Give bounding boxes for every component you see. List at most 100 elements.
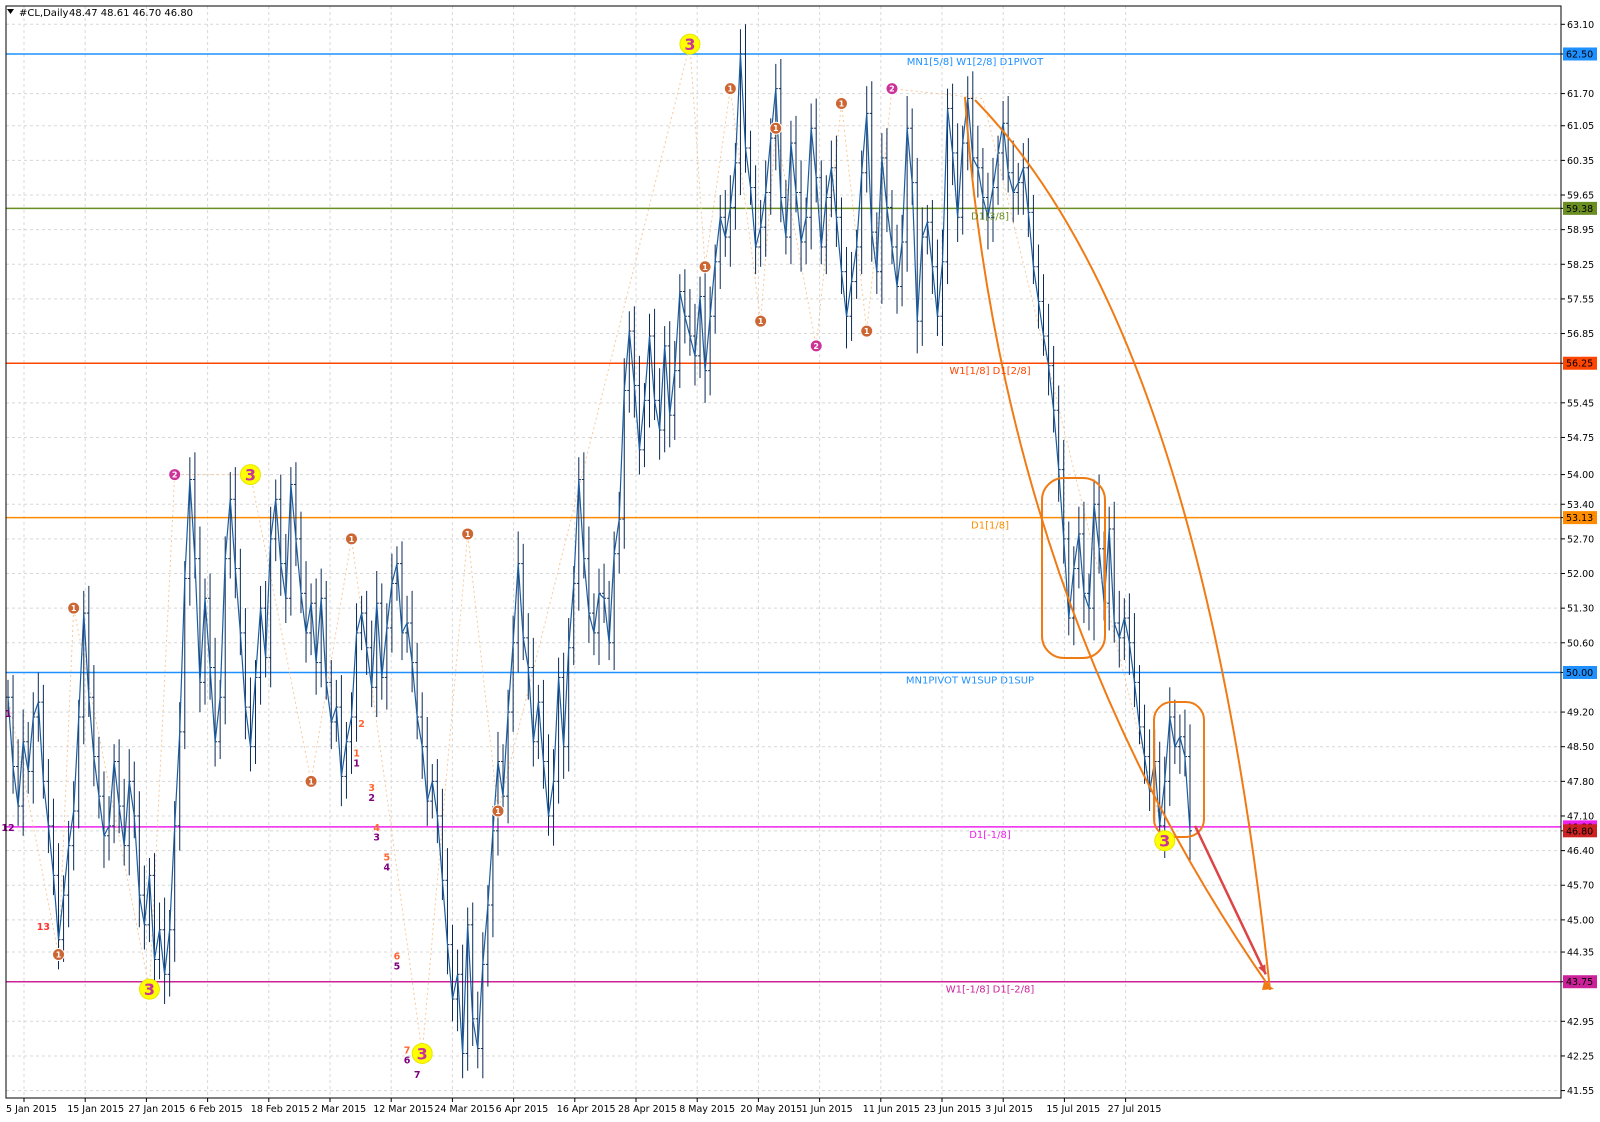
wave-marker (679, 33, 701, 55)
price-tag (1563, 356, 1597, 370)
wave-marker-label: 1 (773, 124, 779, 133)
x-tick-label: 12 Mar 2015 (373, 1104, 433, 1115)
count-label: 1 (5, 709, 12, 720)
ohlc-label: 48.47 48.61 46.70 46.80 (69, 8, 193, 19)
level-lines (6, 53, 1561, 983)
x-tick-label: 20 May 2015 (740, 1104, 802, 1115)
wave-marker (860, 324, 874, 338)
wave-marker-label: 3 (684, 35, 695, 54)
consolidation-box[interactable] (1153, 701, 1205, 838)
price-tag-label: 56.25 (1566, 359, 1593, 370)
price-tag-label: 43.75 (1566, 977, 1593, 988)
wave-marker-label: 3 (1159, 832, 1170, 851)
y-tick-label: 45.00 (1567, 915, 1594, 926)
close-line (7, 53, 1191, 1054)
consolidation-box[interactable] (1041, 477, 1106, 659)
count-label: 2 (368, 793, 375, 804)
y-tick-label: 50.60 (1567, 638, 1594, 649)
y-tick-label: 60.35 (1567, 156, 1594, 167)
level-label: W1[-1/8] D1[-2/8] (946, 985, 1035, 996)
wave-marker-label: 1 (465, 530, 471, 539)
axis-frame (5, 5, 1562, 1099)
zigzag-line (7, 43, 1166, 1054)
wave-marker (834, 96, 848, 110)
price-tag (1563, 975, 1597, 989)
y-tick-label: 44.35 (1567, 948, 1594, 959)
count-label: 1 (353, 758, 360, 769)
price-tag-label: 62.50 (1566, 49, 1593, 60)
y-tick-label: 58.25 (1567, 260, 1594, 271)
wave-marker (461, 527, 475, 541)
x-tick-label: 8 May 2015 (679, 1104, 735, 1115)
wave-marker (754, 314, 768, 328)
x-tick-label: 24 Mar 2015 (434, 1104, 494, 1115)
count-label: 6 (394, 951, 401, 962)
forecast-arrowhead (1258, 964, 1266, 975)
y-tick-label: 58.95 (1567, 225, 1594, 236)
drawing-objects[interactable] (964, 96, 1274, 991)
x-tick-label: 23 Jun 2015 (924, 1104, 981, 1115)
price-tag (1563, 511, 1597, 525)
wave-marker (344, 532, 358, 546)
wave-marker (491, 804, 505, 818)
level-label: D1[1/8] (971, 521, 1009, 532)
wave-marker (411, 1042, 433, 1064)
x-tick-label: 18 Feb 2015 (251, 1104, 310, 1115)
y-tick-label: 48.50 (1567, 742, 1594, 753)
x-tick-label: 11 Jun 2015 (863, 1104, 920, 1115)
count-label: 13 (37, 922, 50, 933)
level-label: MN1PIVOT W1SUP D1SUP (906, 675, 1034, 686)
x-tick-label: 5 Jan 2015 (6, 1104, 57, 1115)
y-tick-label: 52.00 (1567, 569, 1594, 580)
symbol-label: #CL,Daily (19, 8, 68, 19)
dropdown-triangle-icon[interactable] (7, 9, 14, 14)
count-label: 3 (373, 833, 380, 844)
price-tag (1563, 47, 1597, 61)
x-tick-label: 3 Jul 2015 (985, 1104, 1033, 1115)
wave-marker-label: 1 (702, 263, 708, 272)
wave-marker-label: 2 (172, 471, 178, 480)
forecast-ellipse[interactable] (964, 96, 1271, 989)
price-tag (1563, 201, 1597, 215)
wave-marker-label: 1 (839, 99, 845, 108)
y-axis: 63.10 62.50 61.70 61.05 60.35 59.65 59.38 58.95… (1561, 20, 1597, 1097)
count-label: 3 (368, 783, 375, 794)
wave-marker-label: 3 (417, 1044, 428, 1063)
x-tick-label: 2 Mar 2015 (312, 1104, 366, 1115)
count-label: 12 (1, 823, 14, 834)
count-label: 5 (384, 853, 391, 864)
y-tick-label: 42.25 (1567, 1051, 1594, 1062)
count-label: 4 (373, 823, 380, 834)
y-tick-label: 45.70 (1567, 881, 1594, 892)
wave-marker (698, 260, 712, 274)
wave-marker-label: 1 (56, 951, 62, 960)
x-tick-label: 15 Jul 2015 (1046, 1104, 1100, 1115)
y-tick-label: 56.85 (1567, 329, 1594, 340)
wave-marker (138, 978, 160, 1000)
wave-marker (52, 948, 66, 962)
y-tick-label: 61.70 (1567, 89, 1594, 100)
level-labels: MN1[5/8] W1[2/8] D1PIVOT D1[3/8] W1[1/8] D… (906, 57, 1044, 996)
y-tick-label: 59.65 (1567, 191, 1594, 202)
wave-marker-label: 1 (728, 85, 734, 94)
level-label: W1[1/8] D1[2/8] (949, 366, 1030, 377)
forecast-ellipse[interactable] (974, 99, 1271, 991)
x-tick-label: 6 Feb 2015 (190, 1104, 243, 1115)
x-tick-label: 28 Apr 2015 (618, 1104, 677, 1115)
wave-marker-label: 2 (889, 85, 895, 94)
y-tick-label: 47.10 (1567, 811, 1594, 822)
count-label: 6 (404, 1055, 411, 1066)
wave-marker-label: 2 (813, 342, 819, 351)
price-line (7, 53, 1191, 1054)
level-label: D1[3/8] (971, 211, 1009, 222)
y-tick-label: 47.80 (1567, 777, 1594, 788)
wave-marker (885, 82, 899, 96)
wave-marker-label: 1 (495, 807, 501, 816)
count-label: 5 (394, 961, 401, 972)
price-tag-label: 59.38 (1566, 204, 1593, 215)
count-label: 2 (358, 719, 365, 730)
x-tick-label: 27 Jul 2015 (1108, 1104, 1162, 1115)
